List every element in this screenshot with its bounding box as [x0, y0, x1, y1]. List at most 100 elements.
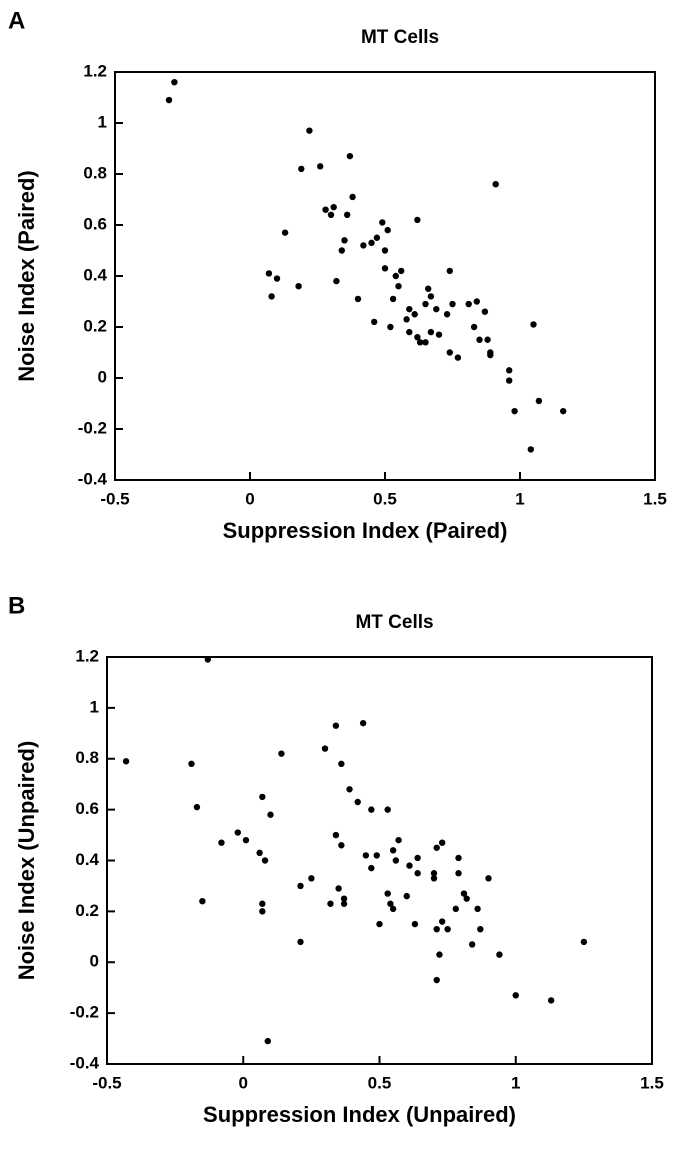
point — [199, 898, 206, 905]
point — [430, 870, 438, 877]
x-tick-label: -0.5 — [100, 489, 129, 508]
point — [403, 316, 410, 323]
point — [171, 79, 178, 86]
point — [298, 165, 305, 173]
point — [433, 925, 440, 933]
y-tick-label: 0.2 — [75, 901, 99, 920]
point — [335, 885, 342, 892]
point — [392, 857, 400, 864]
point — [438, 839, 446, 846]
x-axis-label: Suppression Index (Paired) — [223, 518, 508, 543]
y-axis-label: Noise Index (Paired) — [14, 170, 39, 382]
point — [398, 267, 405, 275]
point — [188, 760, 195, 768]
x-axis-label: Suppression Index (Unpaired) — [203, 1102, 516, 1127]
point — [373, 852, 380, 859]
point — [384, 226, 391, 234]
point — [414, 216, 421, 224]
x-tick-label: 1 — [511, 1073, 520, 1092]
y-tick-label: -0.4 — [70, 1053, 100, 1072]
point — [338, 760, 345, 768]
panel-label: A — [8, 7, 25, 34]
point — [373, 234, 381, 241]
point — [436, 951, 443, 958]
point — [267, 811, 274, 818]
point — [411, 311, 418, 318]
point — [384, 890, 391, 897]
point — [535, 397, 543, 405]
point — [218, 839, 225, 846]
point — [433, 844, 440, 851]
point — [468, 941, 476, 948]
point — [389, 847, 397, 854]
point — [387, 323, 394, 331]
point — [321, 745, 329, 752]
plot-frame — [106, 656, 653, 1065]
point — [427, 328, 435, 336]
point — [281, 229, 289, 236]
point — [465, 300, 472, 308]
x-tick-label: 0 — [239, 1073, 248, 1092]
point — [530, 321, 537, 328]
point — [242, 836, 250, 844]
point — [511, 407, 518, 415]
point — [332, 722, 340, 729]
point — [452, 905, 459, 913]
point — [416, 339, 424, 346]
point — [433, 976, 440, 984]
point — [332, 831, 340, 839]
y-tick-label: 1.2 — [75, 646, 99, 665]
point — [406, 862, 413, 869]
point — [527, 446, 534, 453]
point — [259, 908, 266, 915]
point — [376, 920, 383, 928]
point — [455, 870, 462, 877]
point — [322, 206, 329, 213]
point — [422, 300, 429, 308]
point — [395, 836, 402, 844]
point — [204, 656, 212, 663]
point — [455, 854, 462, 862]
point — [560, 407, 567, 415]
y-tick-label: -0.4 — [78, 469, 108, 488]
point — [430, 875, 438, 882]
point — [340, 900, 348, 907]
y-tick-label: 0.8 — [75, 748, 99, 767]
point — [425, 285, 432, 292]
y-tick-label: 0.6 — [75, 799, 99, 818]
point — [506, 377, 513, 384]
point — [379, 219, 386, 226]
point — [506, 367, 513, 374]
point — [193, 803, 201, 811]
point — [368, 806, 375, 813]
point — [371, 318, 378, 326]
point — [470, 323, 478, 331]
point — [422, 339, 429, 346]
chart-title: MT Cells — [361, 27, 439, 48]
point — [308, 875, 315, 882]
point — [387, 900, 394, 907]
point — [444, 925, 451, 933]
panel-label: B — [8, 592, 25, 619]
point — [484, 336, 491, 343]
point — [414, 870, 421, 877]
point — [338, 247, 345, 254]
point — [411, 920, 419, 928]
point — [580, 938, 588, 946]
point — [259, 793, 266, 801]
point — [492, 181, 499, 188]
point — [165, 96, 173, 104]
y-axis-label: Noise Index (Unpaired) — [14, 741, 39, 981]
x-tick-label: 0.5 — [373, 489, 397, 508]
plot-frame — [114, 71, 656, 481]
point — [333, 277, 340, 285]
y-tick-label: 1.2 — [83, 61, 107, 80]
point — [340, 895, 348, 902]
point — [381, 247, 389, 254]
point — [341, 237, 348, 244]
point — [297, 938, 304, 946]
point — [273, 275, 281, 282]
point — [278, 750, 285, 757]
y-tick-label: -0.2 — [70, 1003, 99, 1022]
